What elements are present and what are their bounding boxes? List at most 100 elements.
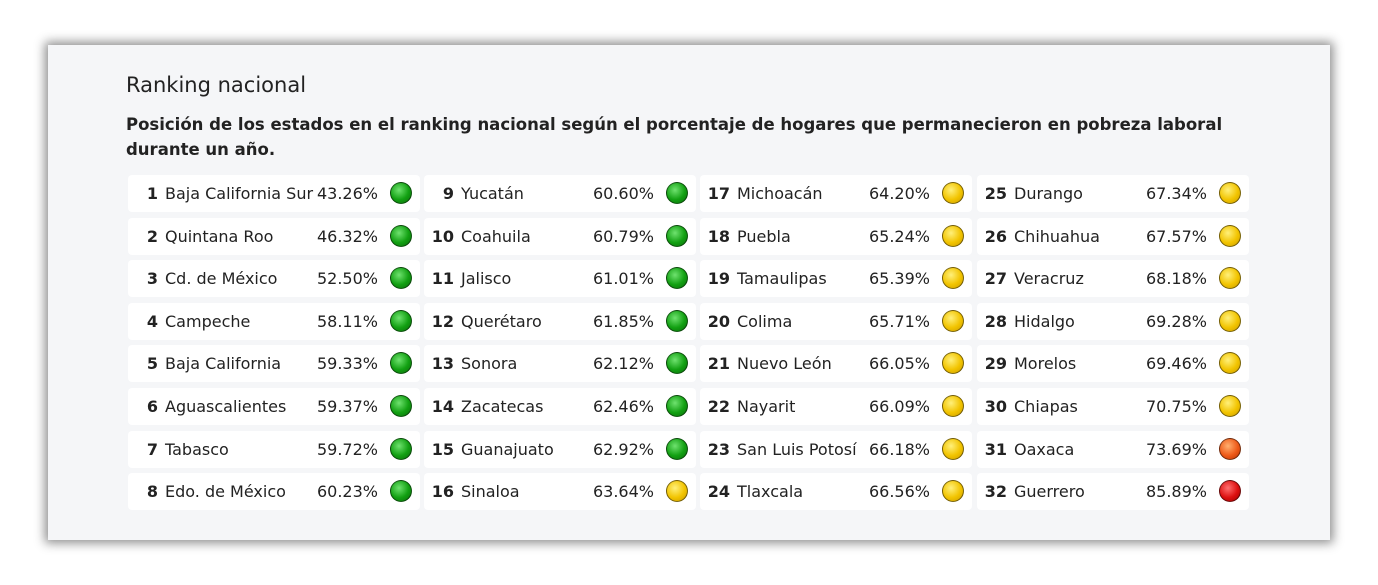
- rank: 21: [707, 354, 730, 374]
- percentage: 62.46%: [592, 397, 654, 416]
- percentage: 43.26%: [316, 184, 378, 203]
- ranking-row: 2 Quintana Roo 46.32%: [128, 217, 420, 255]
- percentage: 67.57%: [1145, 226, 1207, 246]
- status-indicator: [666, 182, 688, 204]
- rank: 15: [431, 439, 454, 459]
- state-name: Tlaxcala: [737, 482, 804, 502]
- rank: 17: [707, 184, 730, 203]
- status-indicator: [1219, 182, 1241, 204]
- state-name: Yucatán: [461, 184, 524, 203]
- percentage: 62.92%: [592, 439, 654, 459]
- rank: 25: [984, 184, 1007, 203]
- status-indicator: [390, 480, 412, 503]
- percentage: 59.33%: [316, 354, 378, 374]
- ranking-row: 13 Sonora 62.12%: [424, 345, 696, 383]
- state-name: Hidalgo: [1014, 311, 1075, 331]
- rank: 32: [984, 482, 1007, 502]
- rank: 1: [146, 184, 158, 203]
- ranking-row: 19 Tamaulipas 65.39%: [700, 260, 972, 298]
- ranking-row: 12 Querétaro 61.85%: [424, 302, 696, 340]
- percentage: 69.46%: [1145, 354, 1207, 374]
- rank: 12: [431, 311, 454, 331]
- rank: 18: [707, 226, 730, 246]
- percentage: 66.05%: [868, 354, 930, 374]
- status-indicator: [942, 309, 964, 332]
- ranking-row: 31 Oaxaca 73.69%: [977, 430, 1249, 468]
- rank: 26: [984, 226, 1007, 246]
- percentage: 65.71%: [868, 311, 930, 331]
- rank: 22: [707, 397, 730, 416]
- percentage: 62.12%: [592, 354, 654, 374]
- rank: 23: [707, 439, 730, 459]
- state-name: Veracruz: [1014, 269, 1084, 289]
- status-indicator: [390, 267, 412, 290]
- percentage: 52.50%: [316, 269, 378, 289]
- percentage: 65.24%: [868, 226, 930, 246]
- status-indicator: [666, 267, 688, 290]
- state-name: Quintana Roo: [165, 226, 274, 246]
- state-name: Tabasco: [165, 439, 229, 459]
- ranking-row: 22 Nayarit 66.09%: [700, 388, 972, 425]
- rank: 11: [431, 269, 454, 289]
- ranking-row: 25 Durango 67.34%: [977, 175, 1249, 212]
- status-indicator: [1219, 267, 1241, 290]
- status-indicator: [1219, 309, 1241, 332]
- ranking-row: 4 Campeche 58.11%: [128, 302, 420, 340]
- ranking-row: 16 Sinaloa 63.64%: [424, 473, 696, 511]
- state-name: Michoacán: [737, 184, 823, 203]
- rank: 30: [984, 397, 1007, 416]
- state-name: Nuevo León: [737, 354, 832, 374]
- percentage: 69.28%: [1145, 311, 1207, 331]
- state-name: Oaxaca: [1014, 439, 1075, 459]
- state-name: San Luis Potosí: [737, 439, 857, 459]
- state-name: Chiapas: [1014, 397, 1078, 416]
- rank: 13: [431, 354, 454, 374]
- state-name: Morelos: [1014, 354, 1077, 374]
- rank: 19: [707, 269, 730, 289]
- status-indicator: [942, 352, 964, 375]
- percentage: 61.01%: [592, 269, 654, 289]
- ranking-row: 5 Baja California 59.33%: [128, 345, 420, 383]
- status-indicator: [942, 224, 964, 247]
- percentage: 73.69%: [1145, 439, 1207, 459]
- status-indicator: [666, 224, 688, 247]
- ranking-row: 7 Tabasco 59.72%: [128, 430, 420, 468]
- status-indicator: [942, 182, 964, 204]
- subtitle: Posición de los estados en el ranking na…: [126, 115, 1223, 159]
- state-name: Guanajuato: [461, 439, 554, 459]
- ranking-row: 1 Baja California Sur 43.26%: [128, 175, 420, 212]
- state-name: Coahuila: [461, 226, 531, 246]
- rank: 9: [442, 184, 454, 203]
- state-name: Colima: [737, 311, 793, 331]
- percentage: 59.37%: [316, 397, 378, 416]
- status-indicator: [1219, 395, 1241, 417]
- status-indicator: [390, 352, 412, 375]
- percentage: 60.23%: [316, 482, 378, 502]
- ranking-row: 9 Yucatán 60.60%: [424, 175, 696, 212]
- state-name: Nayarit: [737, 397, 796, 416]
- percentage: 68.18%: [1145, 269, 1207, 289]
- ranking-row: 15 Guanajuato 62.92%: [424, 430, 696, 468]
- status-indicator: [1219, 437, 1241, 460]
- percentage: 60.79%: [592, 226, 654, 246]
- rank: 29: [984, 354, 1007, 374]
- rank: 28: [984, 311, 1007, 331]
- percentage: 66.56%: [868, 482, 930, 502]
- ranking-row: 8 Edo. de México 60.23%: [128, 473, 420, 511]
- ranking-row: 29 Morelos 69.46%: [977, 345, 1249, 383]
- rank: 5: [146, 354, 158, 374]
- ranking-row: 28 Hidalgo 69.28%: [977, 302, 1249, 340]
- status-indicator: [1219, 224, 1241, 247]
- percentage: 61.85%: [592, 311, 654, 331]
- state-name: Edo. de México: [165, 482, 286, 502]
- status-indicator: [390, 437, 412, 460]
- percentage: 59.72%: [316, 439, 378, 459]
- percentage: 64.20%: [868, 184, 930, 203]
- status-indicator: [390, 309, 412, 332]
- status-indicator: [942, 480, 964, 503]
- state-name: Campeche: [165, 311, 251, 331]
- percentage: 58.11%: [316, 311, 378, 331]
- status-indicator: [1219, 480, 1241, 503]
- ranking-row: 27 Veracruz 68.18%: [977, 260, 1249, 298]
